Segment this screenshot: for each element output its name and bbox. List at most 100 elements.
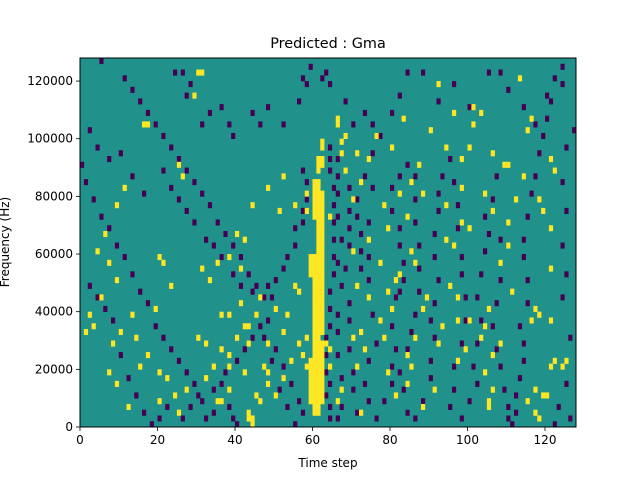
heatmap-cell-high [359, 328, 364, 336]
heatmap-cell-low [397, 225, 402, 232]
heatmap-cell-high [219, 398, 224, 405]
heatmap-cell-high [312, 254, 317, 261]
heatmap-cell-low [335, 328, 340, 336]
heatmap-cell-high [312, 317, 317, 324]
heatmap-cell-high [521, 173, 526, 180]
heatmap-cell-high [215, 398, 220, 405]
heatmap-cell-low [200, 190, 205, 197]
heatmap-cell-low [339, 403, 344, 411]
heatmap-cell-low [440, 173, 445, 180]
heatmap-cell-low [494, 173, 499, 180]
heatmap-cell-high [316, 207, 321, 214]
heatmap-cell-low [149, 421, 154, 428]
heatmap-cell-high [312, 202, 317, 209]
heatmap-cell-low [397, 288, 402, 295]
heatmap-cell-low [339, 236, 344, 243]
heatmap-cell-low [328, 144, 333, 151]
heatmap-cell-high [548, 317, 554, 324]
heatmap-cell-high [114, 380, 120, 387]
heatmap-cell-high [355, 150, 360, 157]
x-tick-label: 60 [305, 433, 320, 447]
heatmap-cell-high [483, 323, 488, 330]
heatmap-cell-low [397, 242, 402, 249]
heatmap-cell-high [200, 69, 205, 76]
heatmap-cell-low [436, 98, 441, 105]
heatmap-cell-high [463, 346, 468, 353]
heatmap-cell-high [320, 225, 325, 232]
heatmap-cell-high [548, 225, 554, 232]
heatmap-cell-low [347, 207, 352, 214]
heatmap-cell-high [486, 398, 492, 405]
heatmap-cell-low [405, 69, 410, 76]
heatmap-cell-low [564, 207, 569, 214]
heatmap-cell-high [145, 352, 151, 359]
heatmap-cell-high [316, 225, 321, 232]
heatmap-cell-low [545, 115, 550, 122]
heatmap-cell-high [405, 352, 410, 359]
heatmap-cell-high [235, 230, 240, 238]
heatmap-cell-high [533, 386, 538, 393]
heatmap-cell-high [541, 207, 546, 214]
heatmap-cell-high [246, 409, 251, 416]
heatmap-cell-high [242, 323, 247, 330]
heatmap-cell-high [421, 190, 426, 197]
heatmap-cell-low [231, 132, 236, 140]
heatmap-cell-high [173, 392, 178, 399]
heatmap-cell-high [316, 254, 321, 261]
heatmap-cell-low [483, 213, 488, 220]
heatmap-cell-low [502, 386, 507, 393]
heatmap-cell-high [103, 230, 108, 238]
heatmap-cell-high [483, 369, 488, 376]
heatmap-cell-low [413, 173, 418, 180]
heatmap-cell-low [521, 104, 526, 111]
heatmap-cell-high [448, 282, 453, 289]
heatmap-cell-high [312, 288, 317, 295]
heatmap-cell-high [479, 109, 484, 116]
heatmap-cell-high [99, 294, 104, 301]
heatmap-cell-low [564, 144, 569, 151]
heatmap-cell-low [176, 156, 182, 163]
heatmap-cell-high [118, 328, 123, 336]
heatmap-cell-low [293, 242, 298, 249]
heatmap-cell-high [316, 380, 321, 387]
heatmap-cell-high [126, 403, 131, 411]
heatmap-cell-low [359, 248, 364, 255]
heatmap-cell-high [273, 392, 278, 399]
heatmap-cell-high [312, 213, 317, 220]
heatmap-cell-high [320, 352, 325, 359]
heatmap-cell-low [533, 173, 538, 180]
heatmap-cell-high [312, 300, 317, 307]
heatmap-cell-high [320, 236, 325, 243]
heatmap-cell-low [300, 207, 306, 214]
heatmap-cell-high [308, 386, 313, 393]
heatmap-cell-low [370, 150, 375, 157]
heatmap-cell-high [308, 380, 313, 387]
heatmap-cell-high [308, 375, 313, 382]
heatmap-cell-high [351, 196, 356, 203]
x-tick-label: 0 [76, 433, 84, 447]
heatmap-cell-high [320, 392, 325, 399]
heatmap-cell-low [246, 271, 251, 278]
heatmap-cell-low [184, 92, 189, 99]
heatmap-cell-low [118, 150, 123, 157]
heatmap-cell-high [506, 242, 511, 249]
heatmap-cell-low [169, 346, 174, 353]
heatmap-cell-low [525, 300, 530, 307]
heatmap-cell-high [266, 380, 271, 387]
heatmap-cell-low [269, 357, 275, 364]
heatmap-cell-low [421, 69, 426, 76]
heatmap-cell-low [475, 380, 480, 387]
heatmap-cell-high [316, 317, 321, 324]
heatmap-cell-low [285, 254, 290, 261]
heatmap-cell-low [459, 415, 464, 422]
heatmap-cell-high [184, 386, 189, 393]
heatmap-cell-high [227, 254, 232, 261]
heatmap-cell-low [328, 415, 333, 422]
heatmap-cell-high [258, 294, 263, 301]
heatmap-cell-low [370, 121, 375, 128]
heatmap-cell-high [83, 328, 89, 336]
heatmap-cell-high [316, 328, 321, 336]
heatmap-cell-high [246, 323, 251, 330]
heatmap-cell-high [421, 403, 426, 411]
heatmap-cell-low [541, 132, 546, 140]
